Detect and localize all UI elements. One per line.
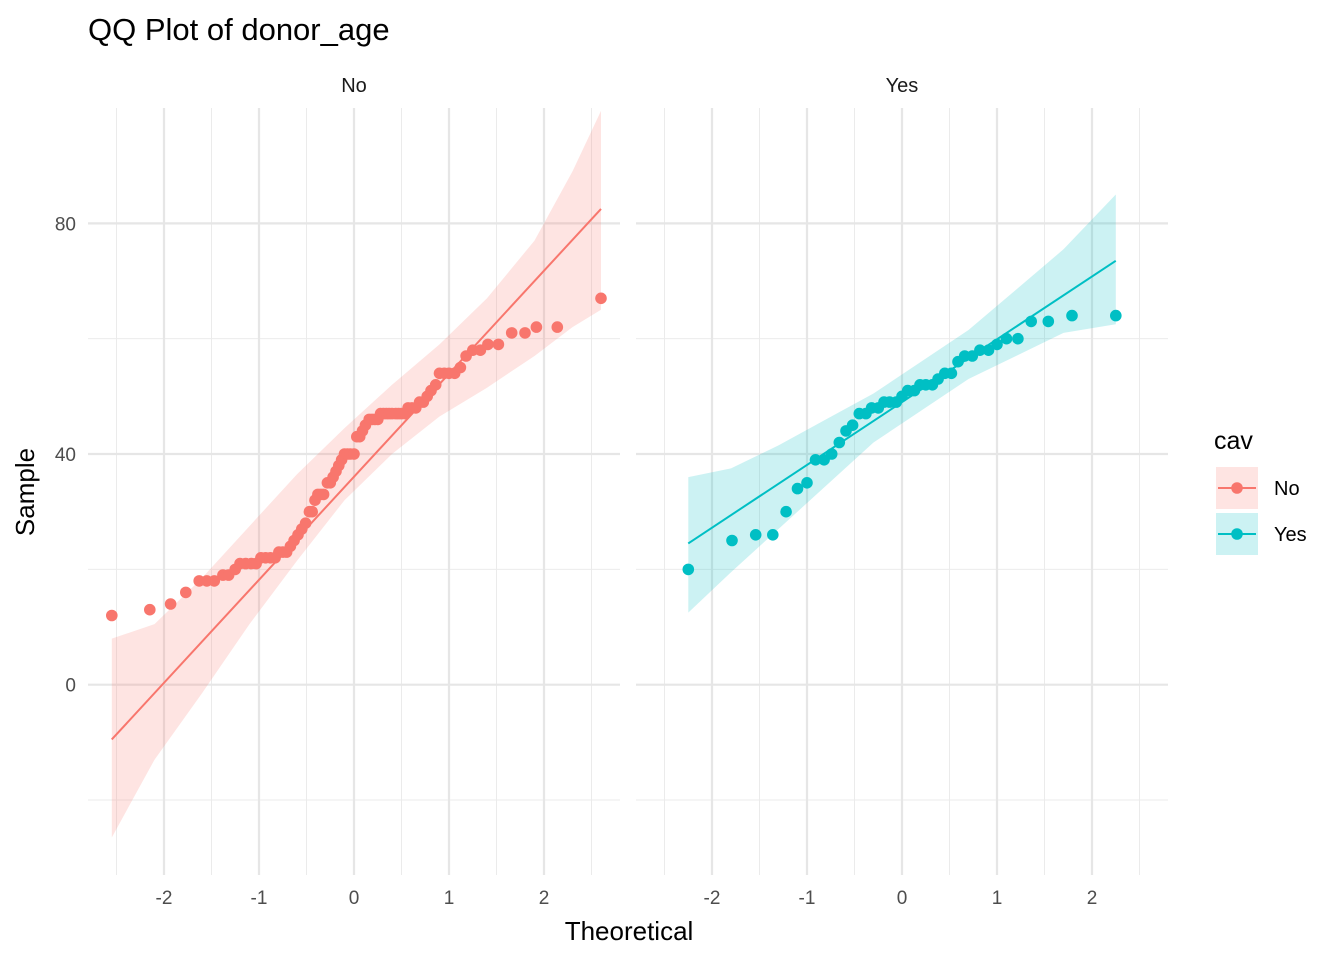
x-tick-label: -2: [156, 888, 173, 909]
data-point-yes: [1066, 309, 1078, 322]
legend-keys: No Yes: [1216, 467, 1307, 555]
data-point-yes: [726, 534, 738, 547]
data-point-yes: [991, 338, 1003, 351]
legend-key-no: No: [1216, 467, 1300, 509]
legend-label-no: No: [1274, 478, 1300, 500]
data-point-yes: [801, 477, 813, 489]
data-point-yes: [1042, 315, 1055, 328]
x-tick-label: 1: [444, 888, 455, 909]
x-tick-label: -2: [704, 888, 721, 909]
x-tick-label: -1: [799, 888, 816, 909]
x-tick-label: 0: [897, 888, 908, 909]
x-tick-label: -1: [251, 888, 268, 909]
data-point-yes: [780, 505, 792, 518]
data-point-no: [306, 505, 319, 518]
data-point-yes: [767, 529, 779, 541]
data-point-no: [482, 338, 494, 351]
y-axis-title: Sample: [10, 448, 40, 536]
data-point-no: [505, 327, 518, 339]
legend-point-no: [1231, 482, 1243, 494]
data-point-no: [144, 603, 156, 616]
data-point-no: [530, 321, 543, 333]
legend-title: cav: [1214, 427, 1253, 455]
data-point-yes: [749, 529, 762, 541]
legend-point-yes: [1231, 528, 1243, 540]
data-point-yes: [1110, 309, 1122, 322]
data-point-yes: [974, 344, 986, 357]
data-point-no: [164, 598, 177, 610]
data-point-yes: [1012, 332, 1024, 345]
legend: cav No Yes: [1214, 427, 1307, 555]
data-point-no: [595, 292, 607, 305]
data-point-yes: [809, 454, 822, 466]
panel-no-points: [106, 292, 607, 622]
legend-key-yes: Yes: [1216, 513, 1307, 555]
data-point-no: [106, 609, 118, 622]
data-point-no: [454, 361, 467, 374]
confidence-band-yes: [688, 194, 1116, 613]
panel-yes-grid: [636, 108, 1168, 875]
chart-title: QQ Plot of donor_age: [88, 12, 390, 47]
data-point-no: [429, 379, 442, 391]
x-tick-label: 1: [992, 888, 1003, 909]
y-tick-label: 0: [65, 676, 76, 697]
x-tick-label: 2: [539, 888, 550, 909]
data-point-no: [348, 448, 360, 460]
x-axis-title: Theoretical: [565, 916, 694, 946]
panel-no-x-ticks: -2 -1 0 1 2: [156, 888, 550, 909]
data-point-yes: [945, 367, 958, 380]
data-point-yes: [846, 419, 859, 432]
panel-no-strip-label: No: [341, 75, 367, 97]
panel-yes-x-ticks: -2 -1 0 1 2: [704, 888, 1098, 909]
data-point-no: [208, 575, 221, 587]
data-point-no: [180, 586, 192, 599]
panel-yes-points: [682, 309, 1122, 576]
panel-yes: -2 -1 0 1 2 Yes: [636, 75, 1168, 909]
panel-no-grid: [88, 108, 620, 875]
data-point-no: [299, 517, 312, 529]
data-point-yes: [982, 344, 995, 357]
panel-yes-strip-label: Yes: [886, 75, 919, 97]
data-point-no: [492, 338, 505, 351]
panel-yes-confidence-band: [688, 194, 1116, 613]
fit-line-no: [111, 208, 602, 741]
x-tick-label: 2: [1087, 888, 1098, 909]
y-axis-ticks: 0 40 80: [55, 214, 76, 696]
panel-no: -2 -1 0 1 2 No: [88, 75, 620, 909]
data-point-no: [317, 488, 330, 501]
y-tick-label: 40: [55, 445, 76, 466]
legend-label-yes: Yes: [1274, 524, 1307, 546]
y-tick-label: 80: [55, 214, 76, 235]
data-point-no: [519, 327, 531, 339]
data-point-no: [551, 321, 564, 333]
x-tick-label: 0: [349, 888, 360, 909]
data-point-yes: [791, 482, 804, 495]
data-point-yes: [1025, 315, 1037, 328]
data-point-yes: [1000, 332, 1013, 345]
panel-no-fit-line: [111, 208, 602, 741]
data-point-yes: [825, 448, 838, 460]
data-point-yes: [833, 436, 846, 449]
data-point-yes: [682, 563, 695, 576]
